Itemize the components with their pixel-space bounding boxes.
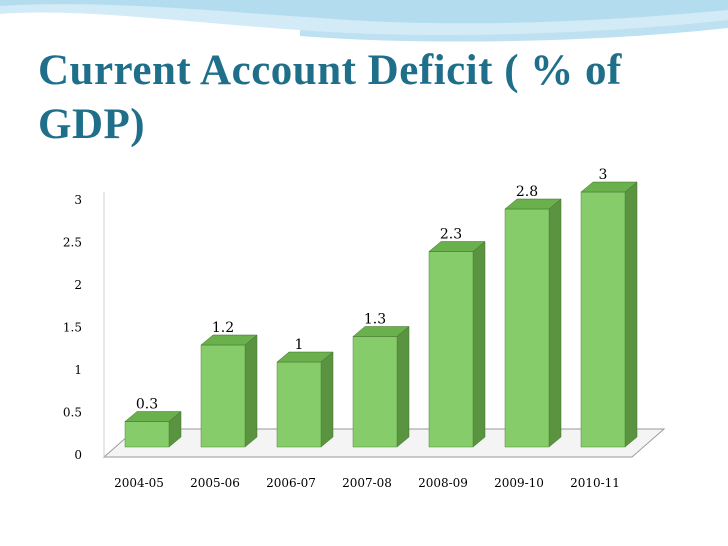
bar-top [580, 181, 638, 193]
slide-title: Current Account Deficit ( % of GDP) [38, 47, 622, 148]
x-tick-label: 2007-08 [342, 476, 392, 490]
bar-side [472, 240, 486, 448]
bar-top [504, 198, 562, 210]
y-tick-label: 3 [74, 193, 82, 207]
bar [276, 361, 322, 448]
x-tick-label: 2009-10 [494, 476, 544, 490]
y-tick-label: 2 [74, 278, 82, 292]
bar-side [396, 325, 410, 448]
bar-top [124, 411, 182, 422]
y-tick-label: 0.5 [63, 406, 82, 420]
y-tick-label: 1 [74, 363, 82, 377]
y-tick-label: 1.5 [63, 321, 82, 335]
x-tick-label: 2006-07 [266, 476, 316, 490]
bar [504, 208, 550, 448]
data-label: 3 [599, 167, 608, 183]
data-label: 0.3 [136, 397, 158, 413]
bar [580, 191, 626, 448]
bar-side [244, 334, 258, 448]
y-tick-label: 2.5 [63, 236, 82, 250]
data-label: 1 [295, 337, 304, 353]
data-label: 1.2 [212, 320, 234, 336]
bar [200, 344, 246, 448]
data-label: 1.3 [364, 312, 386, 328]
bar-top [428, 241, 486, 252]
data-label: 2.3 [440, 227, 462, 243]
x-tick-label: 2008-09 [418, 476, 468, 490]
bar [352, 336, 398, 448]
bar-side [548, 198, 562, 448]
bar-top [276, 351, 334, 363]
x-tick-label: 2010-11 [570, 476, 620, 490]
bar-side [320, 351, 334, 448]
bar-top [200, 334, 258, 346]
x-tick-label: 2005-06 [190, 476, 240, 490]
data-label: 2.8 [516, 184, 538, 200]
x-tick-label: 2004-05 [114, 476, 164, 490]
bar-side [624, 181, 638, 448]
y-tick-label: 0 [74, 448, 82, 462]
bar-top [352, 326, 410, 337]
bar [124, 421, 170, 448]
bar [428, 251, 474, 448]
header-decoration [0, 0, 728, 42]
